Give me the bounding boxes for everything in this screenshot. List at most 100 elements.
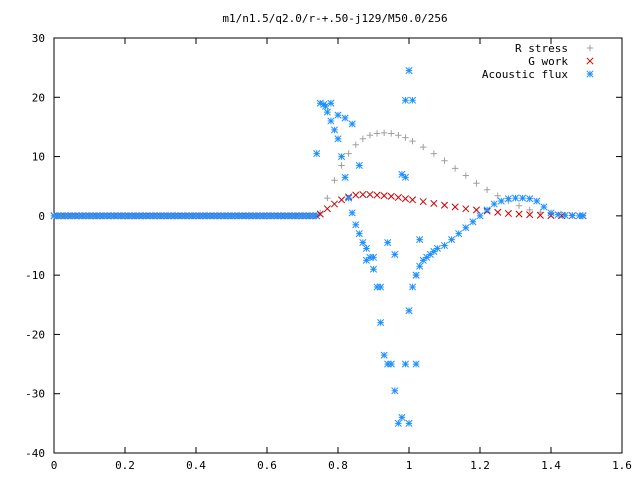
data-point-shape [341, 173, 349, 181]
data-point [412, 360, 420, 368]
data-point [369, 265, 378, 273]
zero-point-acoustic-flux-shape [124, 212, 133, 220]
data-point [369, 253, 378, 261]
data-point-shape [330, 126, 339, 134]
zero-point-acoustic-flux-shape [82, 212, 90, 220]
data-point [408, 283, 417, 291]
zero-point-acoustic-flux-shape [78, 212, 86, 220]
data-point [416, 236, 424, 244]
data-point-shape [533, 197, 541, 205]
zero-point-acoustic-flux-shape [242, 212, 250, 220]
zero-point-acoustic-flux-shape [270, 212, 278, 220]
zero-point-acoustic-flux [71, 212, 79, 220]
data-point-shape [359, 135, 367, 142]
data-point-shape [476, 212, 484, 220]
zero-point-acoustic-flux [171, 212, 179, 220]
data-point-shape [430, 199, 438, 207]
zero-point-acoustic-flux-shape [256, 212, 264, 220]
data-point [515, 210, 523, 218]
data-point [440, 201, 449, 209]
zero-point-acoustic-flux-shape [245, 212, 253, 220]
data-point-shape [323, 205, 331, 213]
y-tick-label: -30 [25, 388, 45, 401]
data-point-shape [504, 209, 512, 218]
data-point [402, 134, 409, 141]
data-point [348, 120, 356, 128]
zero-point-acoustic-flux [185, 212, 193, 220]
zero-point-acoustic-flux-shape [203, 212, 211, 220]
data-point [540, 203, 548, 211]
data-point-shape [316, 210, 324, 218]
zero-point-acoustic-flux [100, 212, 108, 220]
data-point-shape [341, 114, 349, 122]
zero-point-acoustic-flux [110, 212, 118, 220]
data-point [405, 67, 413, 75]
zero-point-acoustic-flux [252, 212, 260, 220]
data-point [419, 256, 427, 264]
data-point-shape [412, 271, 420, 279]
data-point-shape [394, 193, 402, 202]
data-point-shape [423, 253, 431, 261]
zero-line-series [50, 212, 321, 220]
zero-point-acoustic-flux [195, 212, 204, 220]
data-point [476, 212, 484, 220]
zero-point-acoustic-flux-shape [178, 212, 186, 220]
legend-label: R stress [515, 42, 568, 55]
zero-point-acoustic-flux-shape [231, 212, 239, 220]
data-point-shape [515, 202, 523, 209]
data-point-shape [324, 194, 331, 202]
zero-point-acoustic-flux [227, 212, 236, 220]
data-point [355, 161, 363, 170]
zero-point-acoustic-flux-shape [281, 212, 289, 220]
data-point [395, 132, 402, 139]
data-point-shape [408, 283, 417, 291]
zero-point-acoustic-flux [231, 212, 239, 220]
data-point-shape [462, 205, 470, 213]
data-point-shape [462, 224, 470, 232]
zero-point-acoustic-flux-shape [71, 212, 79, 220]
data-point [377, 283, 385, 291]
data-point [554, 211, 562, 219]
y-tick-label: 30 [32, 32, 45, 45]
data-point-shape [387, 192, 395, 200]
zero-point-acoustic-flux-shape [156, 212, 165, 220]
data-point-shape [441, 157, 448, 164]
data-point-shape [334, 111, 342, 119]
data-point-shape [359, 238, 367, 247]
zero-point-acoustic-flux-shape [309, 212, 317, 220]
zero-point-acoustic-flux-shape [68, 212, 76, 220]
data-point-shape [377, 319, 385, 327]
zero-point-acoustic-flux [53, 212, 62, 220]
zero-point-acoustic-flux [181, 212, 189, 220]
data-point-shape [348, 209, 356, 217]
data-point [313, 150, 321, 158]
zero-point-acoustic-flux-shape [85, 212, 94, 220]
y-tick-label: 10 [32, 151, 45, 164]
zero-point-acoustic-flux [235, 212, 243, 220]
data-point-shape [419, 256, 427, 264]
data-point-shape [419, 198, 427, 206]
zero-point-acoustic-flux [164, 212, 172, 220]
x-tick-label: 1.2 [470, 459, 490, 472]
zero-point-acoustic-flux [266, 212, 275, 220]
data-point-shape [345, 194, 353, 202]
data-point-shape [483, 206, 491, 214]
data-point [387, 192, 395, 200]
zero-point-acoustic-flux-shape [160, 212, 168, 220]
data-point-shape [391, 250, 399, 258]
zero-point-acoustic-flux-shape [57, 212, 65, 220]
zero-point-acoustic-flux-shape [132, 212, 140, 220]
data-point [380, 351, 388, 359]
data-point-shape [348, 120, 356, 128]
data-point [494, 192, 501, 199]
data-point-shape [322, 102, 330, 110]
data-point [423, 253, 431, 261]
zero-point-acoustic-flux-shape [263, 212, 271, 220]
data-point-shape [540, 203, 548, 211]
data-point-shape [568, 212, 576, 220]
y-tick-label: 0 [38, 210, 45, 223]
data-point [391, 250, 399, 258]
data-point-shape [380, 129, 388, 137]
data-point [426, 250, 434, 258]
zero-point-acoustic-flux [281, 212, 289, 220]
